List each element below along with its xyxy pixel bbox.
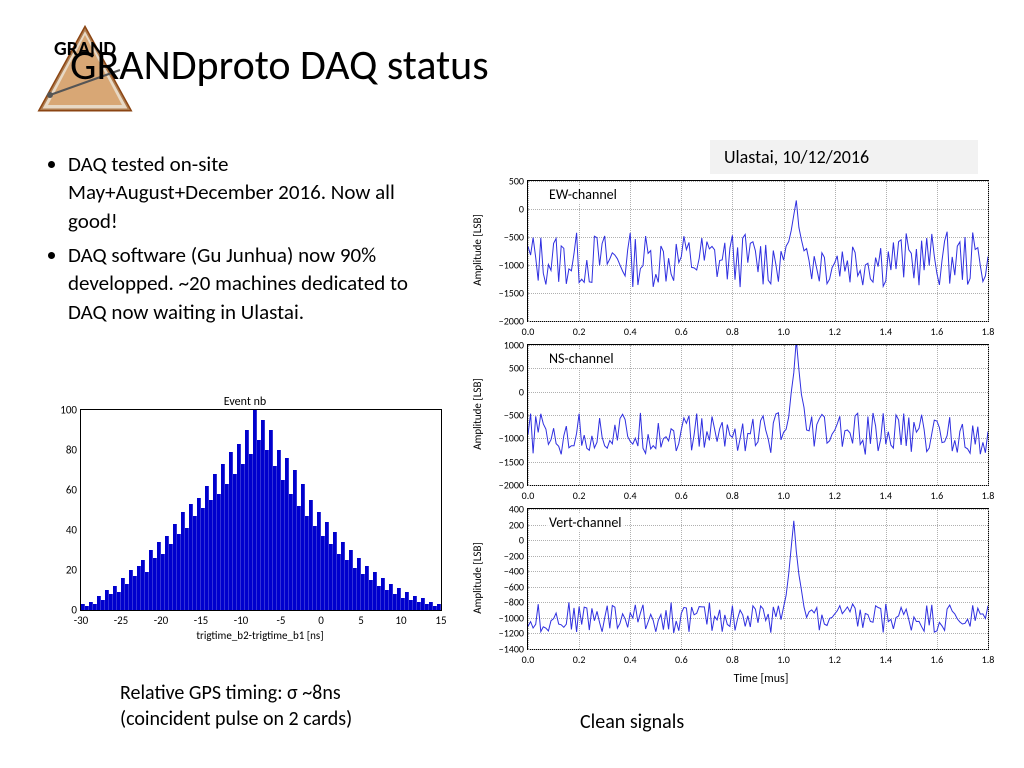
channel-label: NS-channel: [547, 350, 616, 367]
signal-ylabel: Amplitude [LSB]: [471, 542, 484, 614]
signal-charts: Amplitude [LSB]−2000−1500−1000−50005000.…: [475, 180, 995, 686]
signal-panel: Amplitude [LSB]−1400−1200−1000−800−600−4…: [475, 508, 995, 668]
channel-label: EW-channel: [547, 186, 619, 203]
page-title: GRANDproto DAQ status: [70, 40, 489, 91]
channel-label: Vert-channel: [547, 514, 624, 531]
bullet-item: DAQ tested on-site May+August+December 2…: [68, 150, 420, 235]
location-date-caption: Ulastai, 10/12/2016: [710, 140, 978, 174]
bullet-list: DAQ tested on-site May+August+December 2…: [40, 150, 420, 332]
bullet-item: DAQ software (Gu Junhua) now 90% develop…: [68, 241, 420, 326]
signal-panel: Amplitude [LSB]−2000−1500−1000−50005000.…: [475, 180, 995, 340]
signal-panel: Amplitude [LSB]−2000−1500−1000−500050010…: [475, 344, 995, 504]
signal-xlabel: Time [mus]: [527, 672, 995, 686]
clean-signals-label: Clean signals: [580, 710, 684, 734]
histogram-chart: Event nb 020406080100-30-25-20-15-10-505…: [50, 395, 440, 645]
signal-ylabel: Amplitude [LSB]: [471, 214, 484, 286]
histogram-xlabel: trigtime_b2-trigtime_b1 [ns]: [80, 629, 440, 642]
histogram-title: Event nb: [50, 395, 440, 409]
gps-timing-text: Relative GPS timing: σ ~8ns (coincident …: [120, 680, 352, 732]
signal-ylabel: Amplitude [LSB]: [471, 378, 484, 450]
